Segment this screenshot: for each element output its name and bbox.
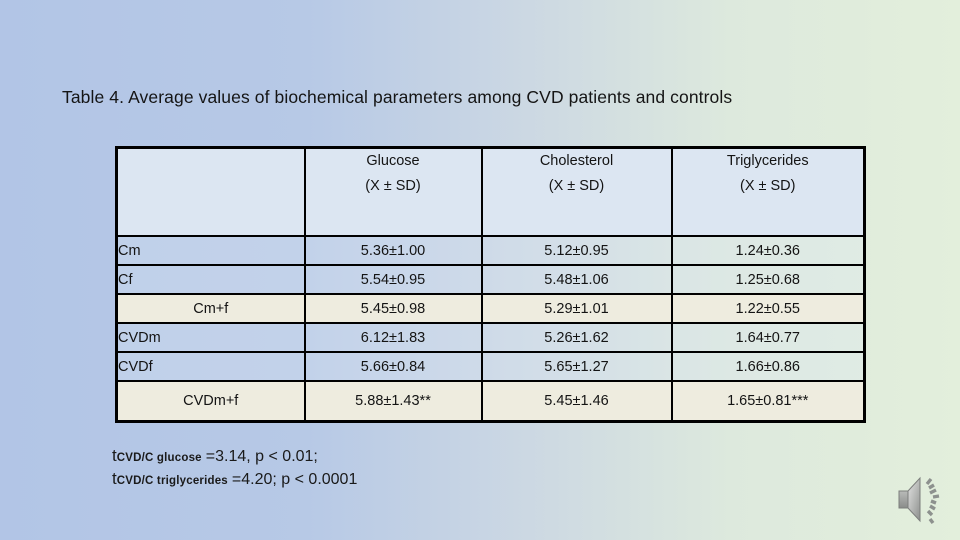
footnote-t-symbol: t [112, 446, 117, 465]
header-glucose-sub: (X ± SD) [365, 178, 421, 195]
row-label: CVDm [115, 322, 306, 353]
table-header-row: Glucose (X ± SD) Cholesterol (X ± SD) Tr… [115, 146, 866, 237]
table-row: CVDf 5.66±0.84 5.65±1.27 1.66±0.86 [115, 351, 866, 382]
header-cholesterol-name: Cholesterol [539, 153, 614, 169]
footnote-subscript: CVD/C triglycerides [116, 475, 228, 487]
table-row: Cm+f 5.45±0.98 5.29±1.01 1.22±0.55 [115, 293, 866, 324]
cell-value: 6.12±1.83 [303, 322, 483, 353]
table-row: Cm 5.36±1.00 5.12±0.95 1.24±0.36 [115, 235, 866, 266]
footnote-statistic: =3.14, p < 0.01; [205, 448, 318, 465]
footnote-subscript: CVD/C glucose [116, 452, 202, 464]
cell-value: 5.45±0.98 [303, 293, 483, 324]
cell-value: 5.66±0.84 [303, 351, 483, 382]
cell-value: 1.24±0.36 [670, 235, 866, 266]
header-glucose: Glucose (X ± SD) [303, 146, 483, 237]
row-label: Cf [115, 264, 306, 295]
footnote-statistic: =4.20; p < 0.0001 [231, 471, 358, 488]
footnote-triglycerides: tCVD/C triglycerides =4.20; p < 0.0001 [112, 467, 357, 490]
table-row: Cf 5.54±0.95 5.48±1.06 1.25±0.68 [115, 264, 866, 295]
header-cholesterol-sub: (X ± SD) [548, 178, 605, 195]
row-label: CVDm+f [115, 380, 306, 422]
row-label: CVDf [115, 351, 306, 382]
header-triglycerides-name: Triglycerides [726, 153, 809, 169]
header-glucose-name: Glucose [366, 153, 420, 169]
header-cholesterol: Cholesterol (X ± SD) [480, 146, 673, 237]
cell-value: 5.48±1.06 [480, 264, 673, 295]
cell-value: 5.12±0.95 [480, 235, 673, 266]
row-label: Cm [115, 235, 306, 266]
cell-value: 1.65±0.81*** [670, 380, 866, 422]
table-row: CVDm+f 5.88±1.43** 5.45±1.46 1.65±0.81**… [115, 380, 866, 422]
biochem-table: Glucose (X ± SD) Cholesterol (X ± SD) Tr… [115, 146, 866, 423]
cell-value: 1.64±0.77 [670, 322, 866, 353]
audio-speaker-icon[interactable] [892, 468, 950, 530]
cell-value: 1.66±0.86 [670, 351, 866, 382]
header-empty-cell [115, 146, 306, 237]
cell-value: 5.54±0.95 [303, 264, 483, 295]
header-triglycerides: Triglycerides (X ± SD) [670, 146, 866, 237]
cell-value: 1.25±0.68 [670, 264, 866, 295]
speaker-icon [898, 476, 940, 525]
footnote-t-symbol: t [112, 469, 117, 488]
table-row: CVDm 6.12±1.83 5.26±1.62 1.64±0.77 [115, 322, 866, 353]
cell-value: 5.29±1.01 [480, 293, 673, 324]
header-triglycerides-sub: (X ± SD) [740, 178, 796, 195]
cell-value: 5.36±1.00 [303, 235, 483, 266]
row-label: Cm+f [115, 293, 306, 324]
cell-value: 1.22±0.55 [670, 293, 866, 324]
cell-value: 5.88±1.43** [303, 380, 483, 422]
cell-value: 5.65±1.27 [480, 351, 673, 382]
slide-title: Table 4. Average values of biochemical p… [62, 87, 733, 107]
footnote-glucose: tCVD/C glucose =3.14, p < 0.01; [112, 444, 357, 467]
cell-value: 5.45±1.46 [480, 380, 673, 422]
footnotes: tCVD/C glucose =3.14, p < 0.01; tCVD/C tr… [112, 444, 357, 490]
cell-value: 5.26±1.62 [480, 322, 673, 353]
